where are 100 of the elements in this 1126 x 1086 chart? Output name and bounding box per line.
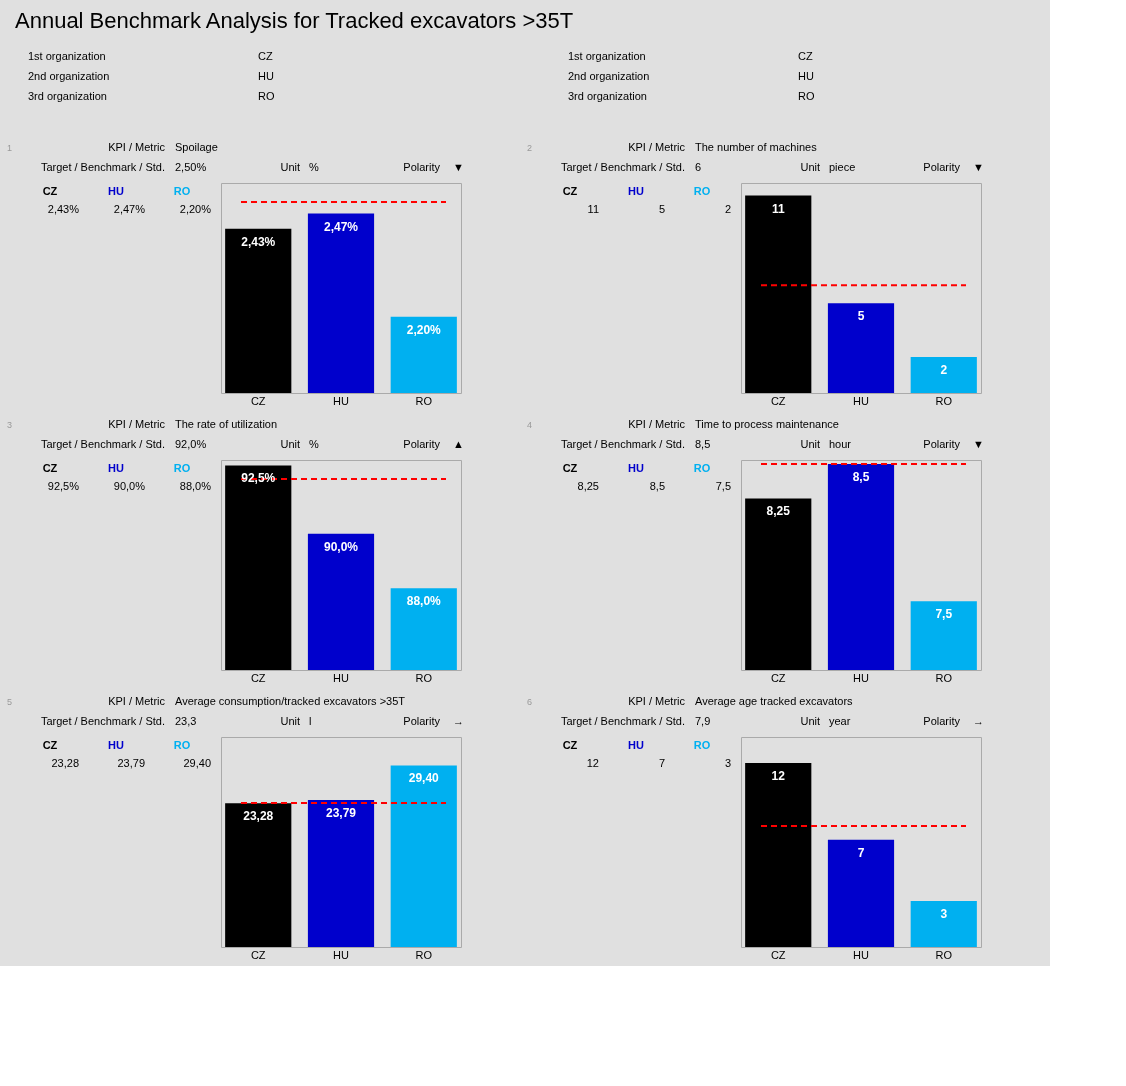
text: 6 [695,161,702,173]
category-label: CZ [562,739,578,751]
data-label: 2,43% [241,234,276,249]
x-tick-label: RO [415,948,433,961]
x-tick-label: CZ [770,948,786,961]
x-tick-label: HU [853,394,869,407]
category-label: RO [693,739,711,751]
chart-title: Average age tracked excavators [695,695,854,707]
text: RO [258,90,275,102]
chart-title: The number of machines [695,141,818,153]
data-label: 3 [940,907,948,922]
text: 5 [7,697,13,707]
x-tick-label: RO [935,671,953,684]
chart-title: Time to process maintenance [695,418,839,430]
text: → [453,715,464,727]
data-label: 2,20% [406,322,442,337]
text: Polarity [923,438,961,450]
text: KPI / Metric [628,418,686,430]
text: 7,5 [715,480,731,492]
text: 2,50% [175,161,207,173]
category-label: RO [693,462,711,474]
text: year [829,715,851,727]
text: 2 [527,143,533,153]
data-label: 90,0% [323,539,359,554]
text: 11 [587,203,599,215]
text: 8,5 [695,438,711,450]
text: Unit [800,715,820,727]
x-tick-label: HU [333,671,349,684]
text: HU [798,70,814,82]
data-label: 8,5 [852,470,870,485]
text: Target / Benchmark / Std. [560,438,685,450]
category-label: HU [108,739,124,751]
text: 5 [658,203,665,215]
category-label: RO [173,185,191,197]
text: 2,47% [113,203,145,215]
text: 8,25 [577,480,599,492]
x-tick-label: RO [935,394,953,407]
text: 8,5 [649,480,665,492]
text: Annual Benchmark Analysis for Tracked excavators >35T [15,8,574,33]
data-label: 23,28 [243,809,274,824]
data-label: 2,47% [323,219,359,234]
text: 92,5% [47,480,79,492]
data-label: 23,79 [325,806,357,821]
x-tick-label: RO [415,671,433,684]
text: Target / Benchmark / Std. [40,715,165,727]
category-label: HU [108,185,124,197]
text: hour [829,438,852,450]
category-label: RO [693,185,711,197]
text: ▼ [453,161,464,173]
x-tick-label: RO [935,948,953,961]
text: CZ [798,50,813,62]
text: Unit [280,715,300,727]
category-label: CZ [562,462,578,474]
text: Polarity [403,438,441,450]
text: 23,79 [117,757,145,769]
text: 2 [724,203,731,215]
text: 23,28 [51,757,79,769]
text: KPI / Metric [108,695,166,707]
text: % [309,438,319,450]
category-label: HU [108,462,124,474]
x-tick-label: HU [853,671,869,684]
text: 1st organization [28,50,106,62]
category-label: HU [628,739,644,751]
data-label: 7 [857,845,865,860]
data-label: 5 [857,309,865,324]
x-tick-label: HU [333,948,349,961]
text: 1st organization [568,50,646,62]
text: 7,9 [695,715,711,727]
x-tick-label: HU [853,948,869,961]
text: Polarity [403,161,441,173]
text: Unit [800,161,820,173]
category-label: CZ [42,739,58,751]
text: 92,0% [175,438,207,450]
text: KPI / Metric [628,695,686,707]
text: piece [829,161,856,173]
category-label: CZ [42,185,58,197]
text: 4 [527,420,533,430]
text: 2nd organization [28,70,110,82]
text: 29,40 [183,757,211,769]
data-label: 12 [771,769,786,784]
data-label: 2 [940,363,948,378]
text: 12 [586,757,599,769]
category-label: CZ [42,462,58,474]
text: ▼ [973,161,984,173]
text: 3 [724,757,731,769]
text: Target / Benchmark / Std. [560,161,685,173]
text: Unit [280,438,300,450]
text: → [973,715,984,727]
chart-title: The rate of utilization [175,418,278,430]
x-tick-label: CZ [770,394,786,407]
text: 2,20% [179,203,211,215]
text: RO [798,90,815,102]
text: 7 [658,757,665,769]
text: Target / Benchmark / Std. [40,161,165,173]
data-label: 11 [771,201,785,216]
text: 23,3 [175,715,197,727]
category-label: HU [628,185,644,197]
text: CZ [258,50,273,62]
x-tick-label: CZ [250,948,266,961]
text: KPI / Metric [628,141,686,153]
